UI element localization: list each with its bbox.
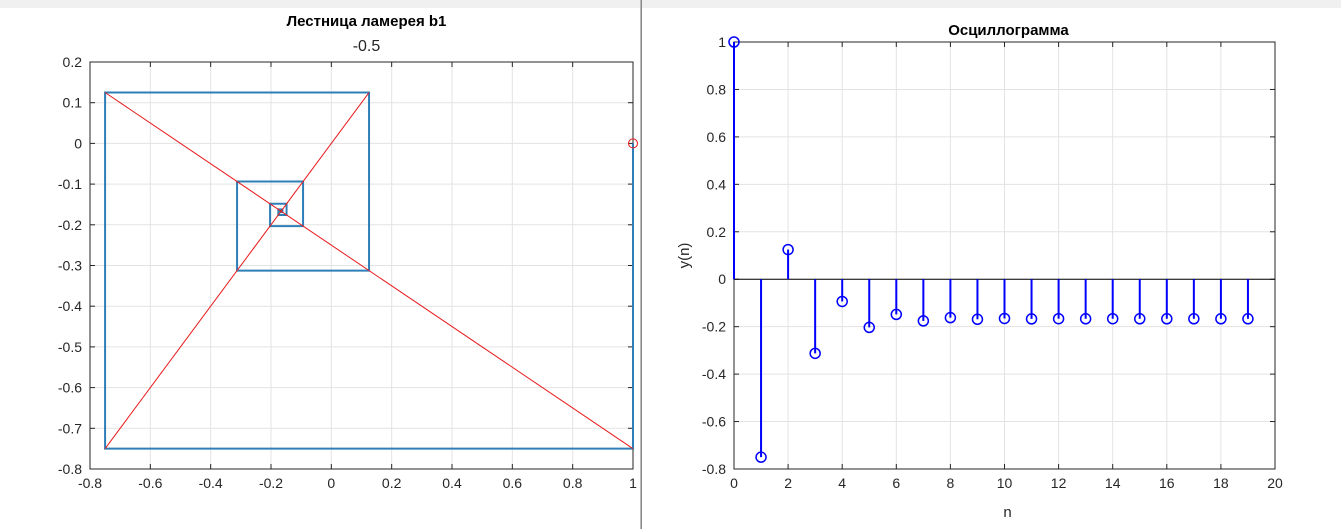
x-tick-label: 16 (1159, 475, 1175, 491)
y-tick-label: 0 (718, 271, 726, 287)
x-tick-label: -0.8 (78, 475, 102, 491)
figure-window-right: 0 2 4 6 8 10 12 14 16 18 20 1 0.8 0.6 0.4 0.2 0 -0.2 -0.4 -… (641, 0, 1341, 529)
oscillogram-chart: 0 2 4 6 8 10 12 14 16 18 20 1 0.8 0.6 0.4 0.2 0 -0.2 -0.4 -… (676, 22, 1283, 521)
x-tick-label: 0.2 (382, 475, 402, 491)
start-point-marker (628, 138, 638, 149)
stem-marker (1242, 313, 1254, 325)
figure-window-left: -0.8 -0.6 -0.4 -0.2 0 0.2 0.4 0.6 0.8 1 0.2 0.1 0 -0.… (0, 0, 641, 529)
y-tick-label: -0.8 (702, 461, 726, 477)
plot-clip-group (104, 91, 634, 450)
stem-marker (863, 321, 875, 334)
x-tick-label: -0.2 (259, 475, 283, 491)
y-tick-label: 0.2 (63, 54, 83, 70)
y-tick-label: 1 (718, 34, 726, 50)
stem-marker (1025, 313, 1038, 325)
x-tick-label: 0.4 (442, 475, 462, 491)
red-line-series (104, 92, 370, 449)
x-tick-label: 0.6 (503, 475, 523, 491)
chart-title: Лестница ламерея b1 (287, 13, 447, 30)
stem-marker (728, 36, 740, 48)
stem-marker (1188, 313, 1200, 325)
y-tick-label: -0.2 (58, 217, 82, 233)
y-tick-label: -0.8 (58, 461, 82, 477)
x-tick-label: 4 (838, 475, 846, 491)
y-tick-label: 0 (74, 135, 82, 151)
stem-marker (971, 313, 984, 326)
y-tick-label: 0.4 (707, 176, 727, 192)
chart-subtitle: -0.5 (353, 38, 381, 55)
stem-marker (917, 315, 930, 327)
stem-marker (1052, 312, 1065, 325)
x-tick-label: 18 (1213, 475, 1229, 491)
stem-marker (1134, 313, 1146, 325)
y-tick-label: -0.3 (58, 258, 82, 274)
x-tick-label: -0.4 (199, 475, 223, 491)
y-axis-label: y(n) (676, 243, 693, 269)
stem-marker (944, 311, 957, 324)
red-line-series (104, 92, 634, 450)
stem-marker (755, 451, 767, 463)
y-tick-label: -0.7 (58, 420, 82, 436)
stem-marker (1079, 313, 1092, 325)
x-tick-label: 20 (1267, 475, 1283, 491)
x-tick-label: 0.8 (563, 475, 583, 491)
y-tick-label: -0.2 (702, 319, 726, 335)
stem-marker (998, 312, 1011, 325)
toolbar-strip (642, 0, 1341, 8)
y-tick-label: 0.2 (707, 224, 727, 240)
stem-marker (1106, 312, 1119, 325)
x-tick-label: 0 (327, 475, 335, 491)
y-tick-label: -0.4 (58, 298, 82, 314)
y-tick-label: 0.6 (707, 129, 727, 145)
x-tick-label: 0 (730, 475, 738, 491)
x-tick-label: 14 (1105, 475, 1121, 491)
y-tick-label: -0.6 (58, 380, 82, 396)
x-tick-label: 12 (1051, 475, 1067, 491)
cobweb-chart: -0.8 -0.6 -0.4 -0.2 0 0.2 0.4 0.6 0.8 1 0.2 0.1 0 -0.… (58, 13, 638, 491)
chart-title: Осциллограмма (948, 22, 1069, 39)
y-tick-label: -0.5 (58, 339, 82, 355)
y-tick-label: 0.1 (63, 95, 83, 111)
stem-marker (836, 295, 848, 308)
stem-marker (1215, 313, 1227, 325)
y-tick-label: 0.8 (707, 81, 727, 97)
x-tick-label: 6 (892, 475, 900, 491)
x-axis-label: n (1003, 504, 1011, 521)
y-tick-label: -0.6 (702, 414, 726, 430)
x-tick-label: 2 (784, 475, 792, 491)
x-tick-label: 8 (947, 475, 955, 491)
stem-marker (782, 243, 794, 256)
x-tick-label: 1 (629, 475, 637, 491)
stem-marker (1161, 313, 1173, 325)
stem-marker (809, 347, 821, 360)
y-tick-label: -0.1 (58, 176, 82, 192)
x-tick-label: -0.6 (138, 475, 162, 491)
x-tick-label: 10 (997, 475, 1013, 491)
toolbar-strip (0, 0, 640, 8)
y-tick-label: -0.4 (702, 366, 726, 382)
stem-marker (890, 308, 903, 321)
